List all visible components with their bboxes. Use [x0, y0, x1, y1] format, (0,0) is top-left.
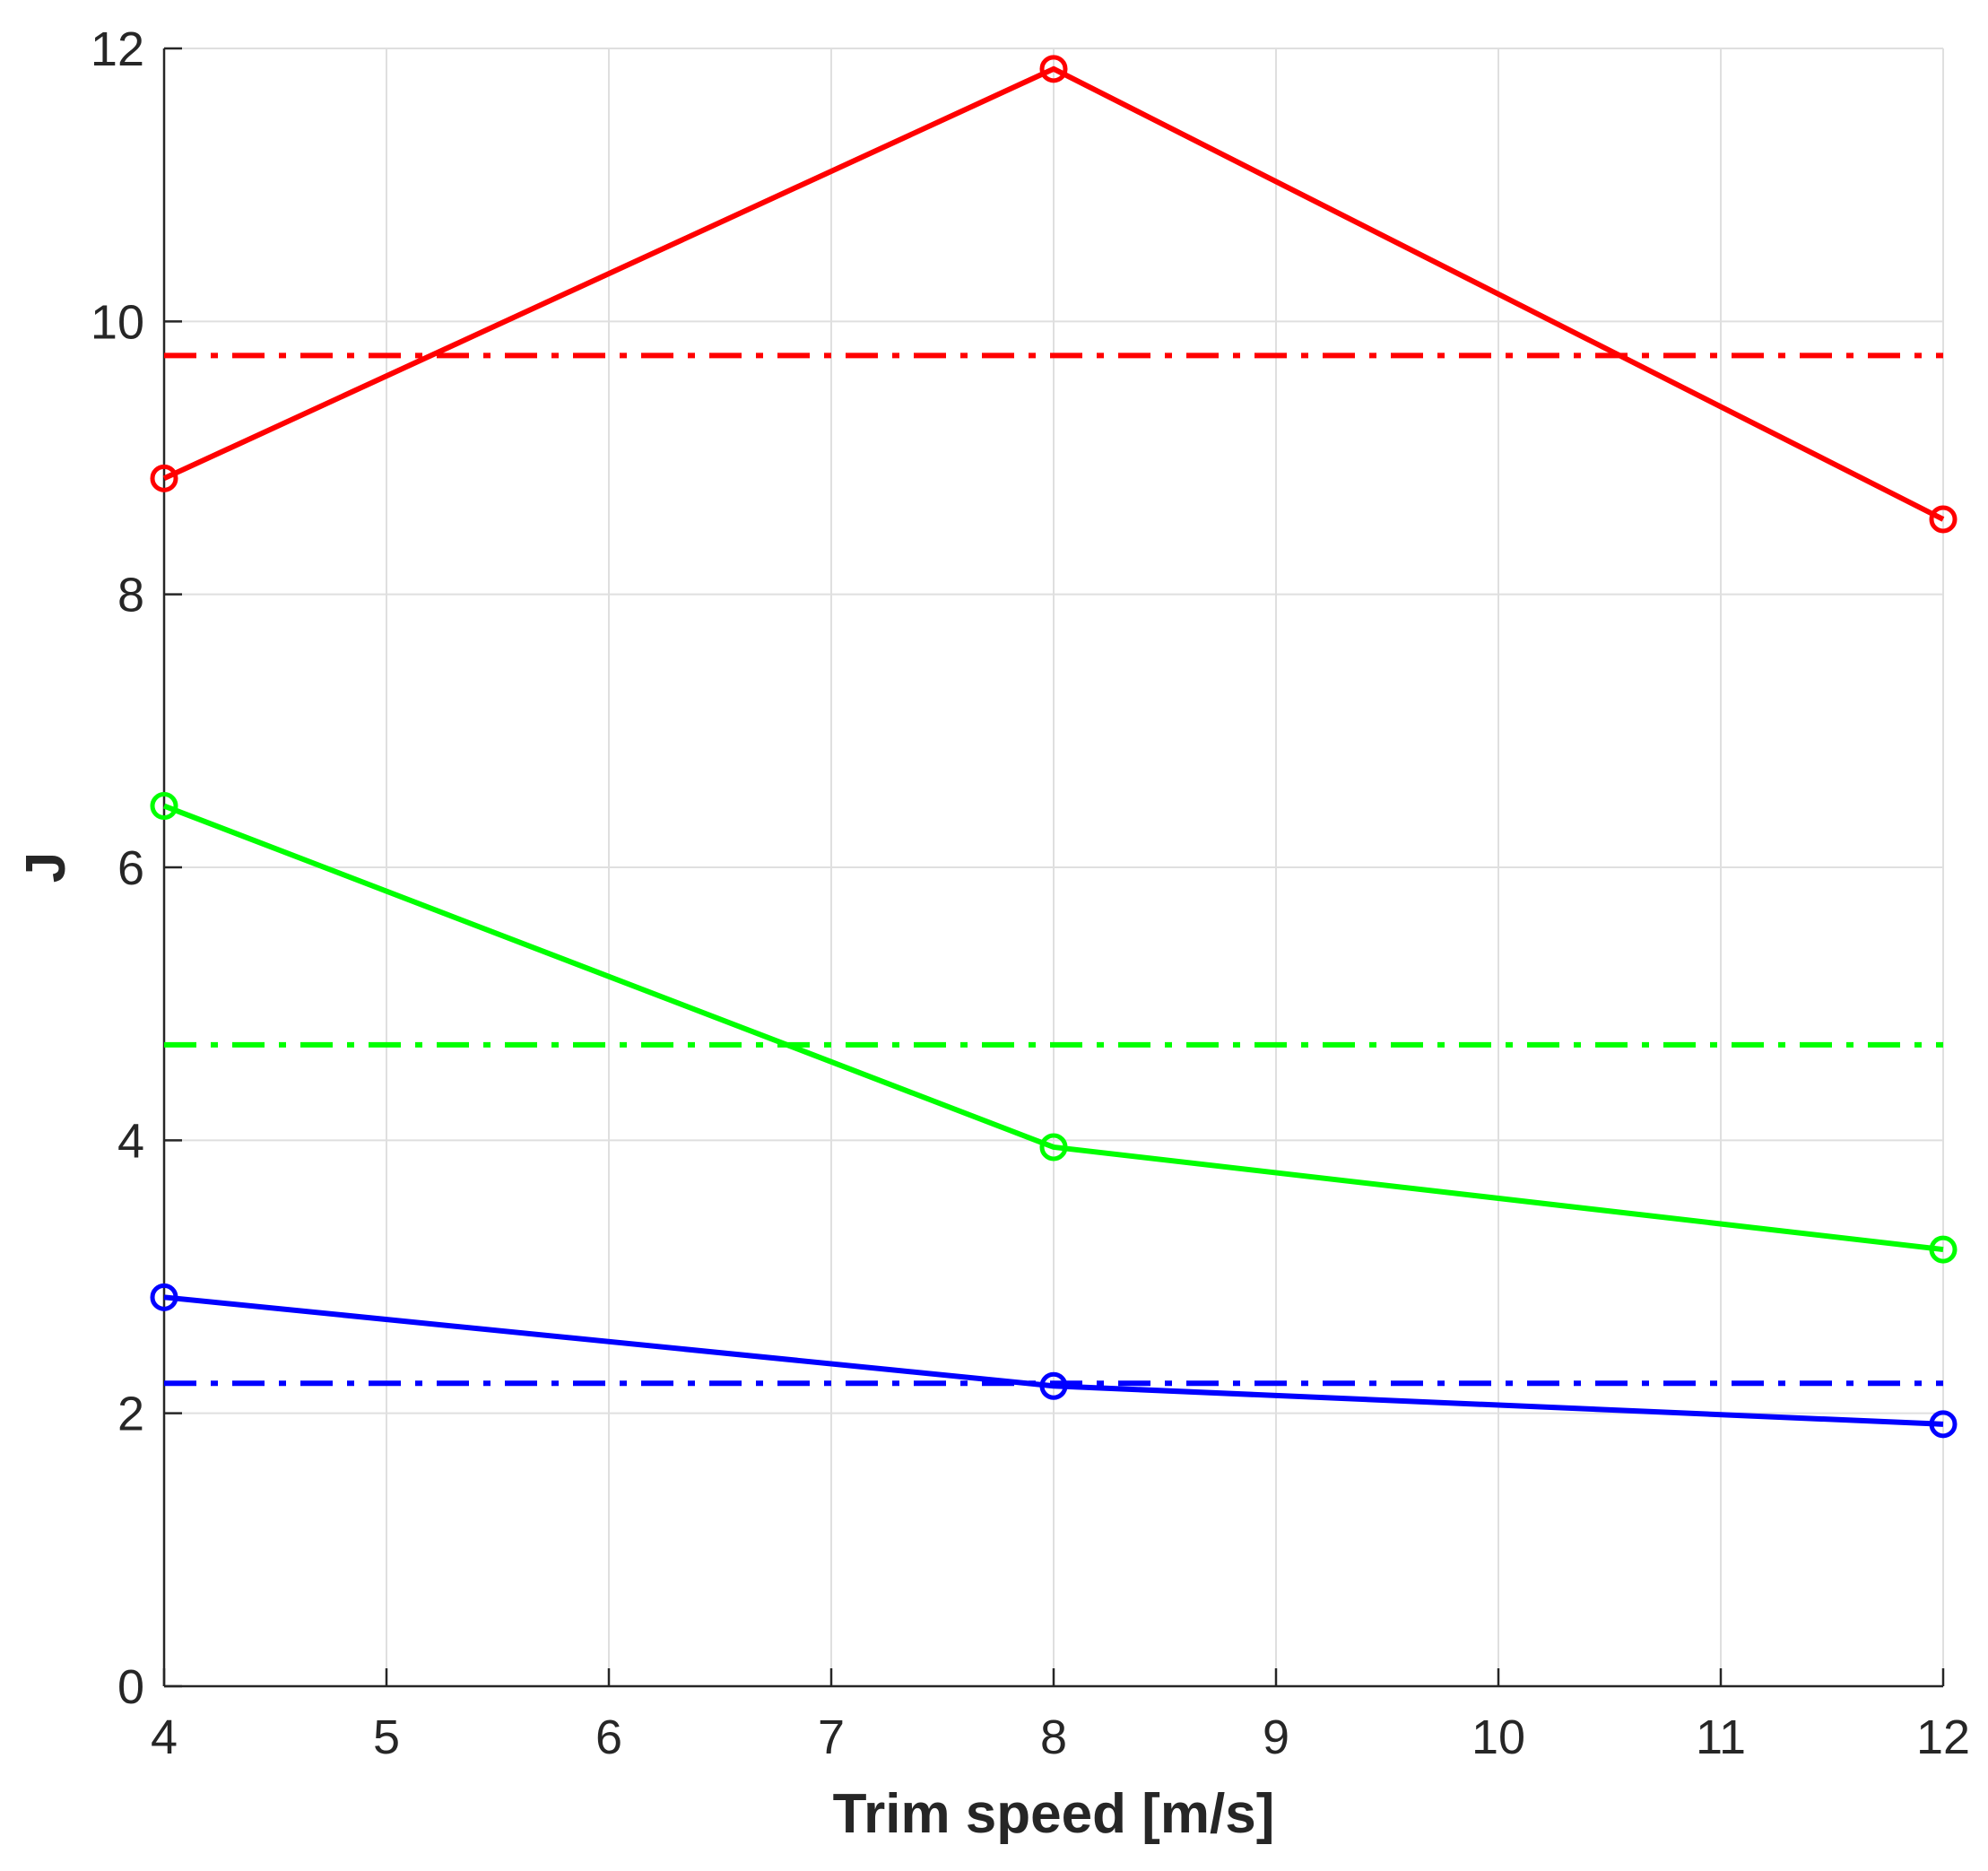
series-green — [150, 792, 1958, 1264]
data-point-blue — [150, 1283, 178, 1311]
x-tick-label: 4 — [151, 1710, 178, 1764]
y-tick-label: 6 — [117, 841, 144, 895]
y-tick-label: 12 — [91, 22, 144, 76]
data-point-red — [1039, 55, 1068, 83]
plot-series — [150, 55, 1958, 1439]
x-tick-label: 12 — [1916, 1710, 1970, 1764]
x-tick-label: 9 — [1263, 1710, 1289, 1764]
data-point-red — [150, 464, 178, 492]
grid-lines — [163, 48, 1944, 1687]
y-tick-label: 0 — [117, 1660, 144, 1714]
series-line-blue — [163, 1294, 1944, 1427]
x-tick-label: 11 — [1696, 1710, 1746, 1764]
axes — [162, 47, 1945, 1688]
x-tick-label: 8 — [1040, 1710, 1067, 1764]
x-tick-label: 10 — [1471, 1710, 1525, 1764]
series-line-green — [162, 803, 1944, 1253]
y-tick-label: 2 — [117, 1388, 144, 1441]
x-tick-label: 6 — [595, 1710, 622, 1764]
tick-labels: 4 5 6 7 8 9 10 11 12 0 2 4 6 8 10 12 — [91, 22, 1970, 1764]
data-point-green — [1929, 1235, 1958, 1264]
series-blue — [150, 1283, 1958, 1439]
data-point-blue — [1929, 1410, 1958, 1439]
y-axis-label: J — [15, 852, 77, 883]
data-point-red — [1929, 505, 1958, 534]
x-tick-label: 7 — [818, 1710, 845, 1764]
data-point-green — [1039, 1133, 1068, 1162]
data-point-green — [150, 792, 178, 821]
y-tick-label: 4 — [117, 1114, 144, 1168]
series-red — [150, 55, 1958, 534]
x-axis-label: Trim speed [m/s] — [833, 1783, 1275, 1845]
data-point-blue — [1039, 1371, 1068, 1400]
y-tick-label: 10 — [91, 295, 144, 349]
x-tick-label: 5 — [373, 1710, 400, 1764]
series-line-red — [162, 65, 1945, 522]
y-tick-label: 8 — [117, 569, 144, 622]
